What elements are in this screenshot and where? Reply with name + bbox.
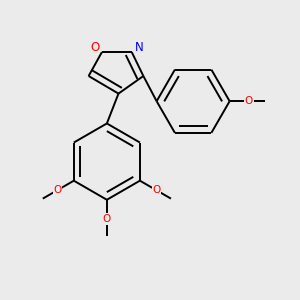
Text: N: N bbox=[135, 40, 143, 54]
Text: O: O bbox=[53, 185, 61, 195]
Text: O: O bbox=[103, 214, 111, 224]
Text: O: O bbox=[152, 185, 161, 195]
Text: O: O bbox=[90, 40, 99, 54]
Text: O: O bbox=[245, 96, 253, 106]
